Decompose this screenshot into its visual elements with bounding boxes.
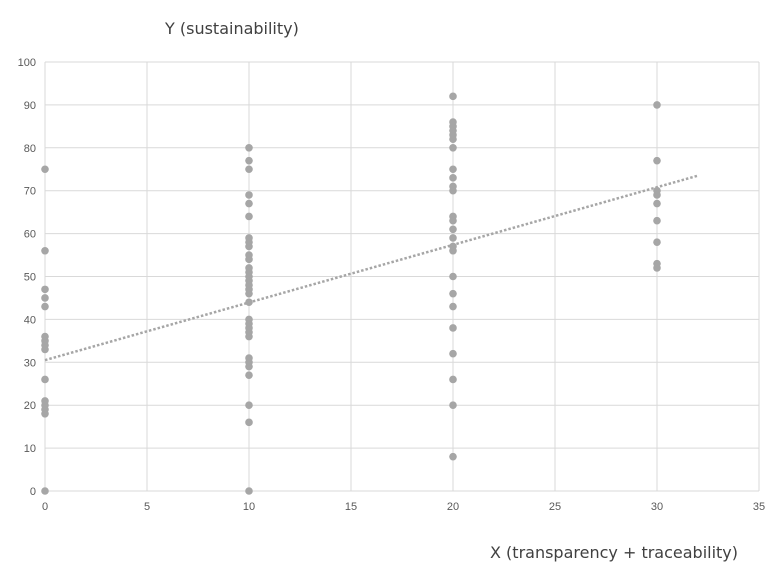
y-tick-label: 10: [24, 443, 36, 455]
data-point: [245, 289, 253, 298]
data-point: [41, 285, 49, 294]
data-point: [245, 242, 253, 251]
data-point: [245, 362, 253, 371]
data-point: [449, 174, 457, 182]
trendline-group: [44, 174, 699, 362]
y-tick-label: 20: [24, 400, 36, 412]
data-point: [245, 298, 253, 307]
data-point: [449, 186, 457, 195]
data-point: [449, 324, 457, 332]
y-tick-label: 0: [30, 486, 36, 498]
data-point: [245, 191, 253, 199]
x-tick-label: 5: [144, 501, 150, 513]
data-point: [41, 375, 49, 384]
x-axis-title: X (transparency + traceability): [490, 543, 738, 562]
data-point: [449, 144, 457, 152]
data-point: [41, 294, 49, 302]
data-point: [245, 418, 253, 427]
data-point: [245, 332, 253, 341]
data-point: [653, 191, 661, 199]
x-tick-label: 10: [243, 501, 255, 513]
y-tick-label: 30: [24, 357, 36, 369]
y-tick-label: 70: [24, 186, 36, 198]
data-point: [245, 371, 253, 379]
x-tick-label: 35: [753, 501, 765, 513]
data-point: [245, 255, 253, 264]
y-axis-title: Y (sustainability): [164, 19, 299, 38]
data-point: [41, 302, 49, 311]
y-tick-label: 60: [24, 229, 36, 241]
gridlines: [44, 61, 760, 492]
data-point: [449, 92, 457, 101]
data-point: [653, 216, 661, 225]
trendline: [44, 174, 699, 362]
y-tick-label: 90: [24, 100, 36, 112]
data-point: [245, 156, 253, 165]
data-point: [41, 246, 49, 255]
y-tick-label: 40: [24, 314, 36, 326]
data-point: [41, 165, 49, 174]
data-point: [449, 349, 457, 358]
data-point: [449, 452, 457, 461]
data-point: [653, 238, 661, 246]
data-point: [245, 199, 253, 208]
data-point: [245, 401, 253, 410]
data-point: [449, 289, 457, 298]
x-tick-label: 30: [651, 501, 663, 513]
x-tick-label: 0: [42, 501, 48, 513]
data-point: [245, 165, 253, 174]
data-point: [449, 272, 457, 281]
data-point: [449, 234, 457, 242]
data-point: [41, 345, 49, 354]
data-points: [41, 92, 661, 495]
data-point: [653, 264, 661, 272]
data-point: [41, 487, 49, 495]
x-tick-label: 15: [345, 501, 357, 513]
tick-labels: 0 10 20 30 40 50 60 70 80 90 100 0 5 10 15 20 25 30 35: [18, 57, 765, 513]
data-point: [449, 216, 457, 225]
y-tick-label: 50: [24, 272, 36, 284]
data-point: [245, 212, 253, 221]
x-tick-label: 25: [549, 501, 561, 513]
data-point: [449, 375, 457, 384]
x-tick-label: 20: [447, 501, 459, 513]
data-point: [449, 401, 457, 410]
data-point: [449, 165, 457, 174]
y-tick-label: 100: [18, 57, 36, 69]
data-point: [653, 101, 661, 109]
data-point: [653, 199, 661, 208]
data-point: [653, 156, 661, 165]
data-point: [449, 225, 457, 234]
data-point: [245, 144, 253, 152]
data-point: [245, 487, 253, 495]
data-point: [449, 246, 457, 255]
data-point: [41, 409, 49, 418]
data-point: [449, 135, 457, 144]
y-tick-label: 80: [24, 143, 36, 155]
data-point: [449, 302, 457, 311]
